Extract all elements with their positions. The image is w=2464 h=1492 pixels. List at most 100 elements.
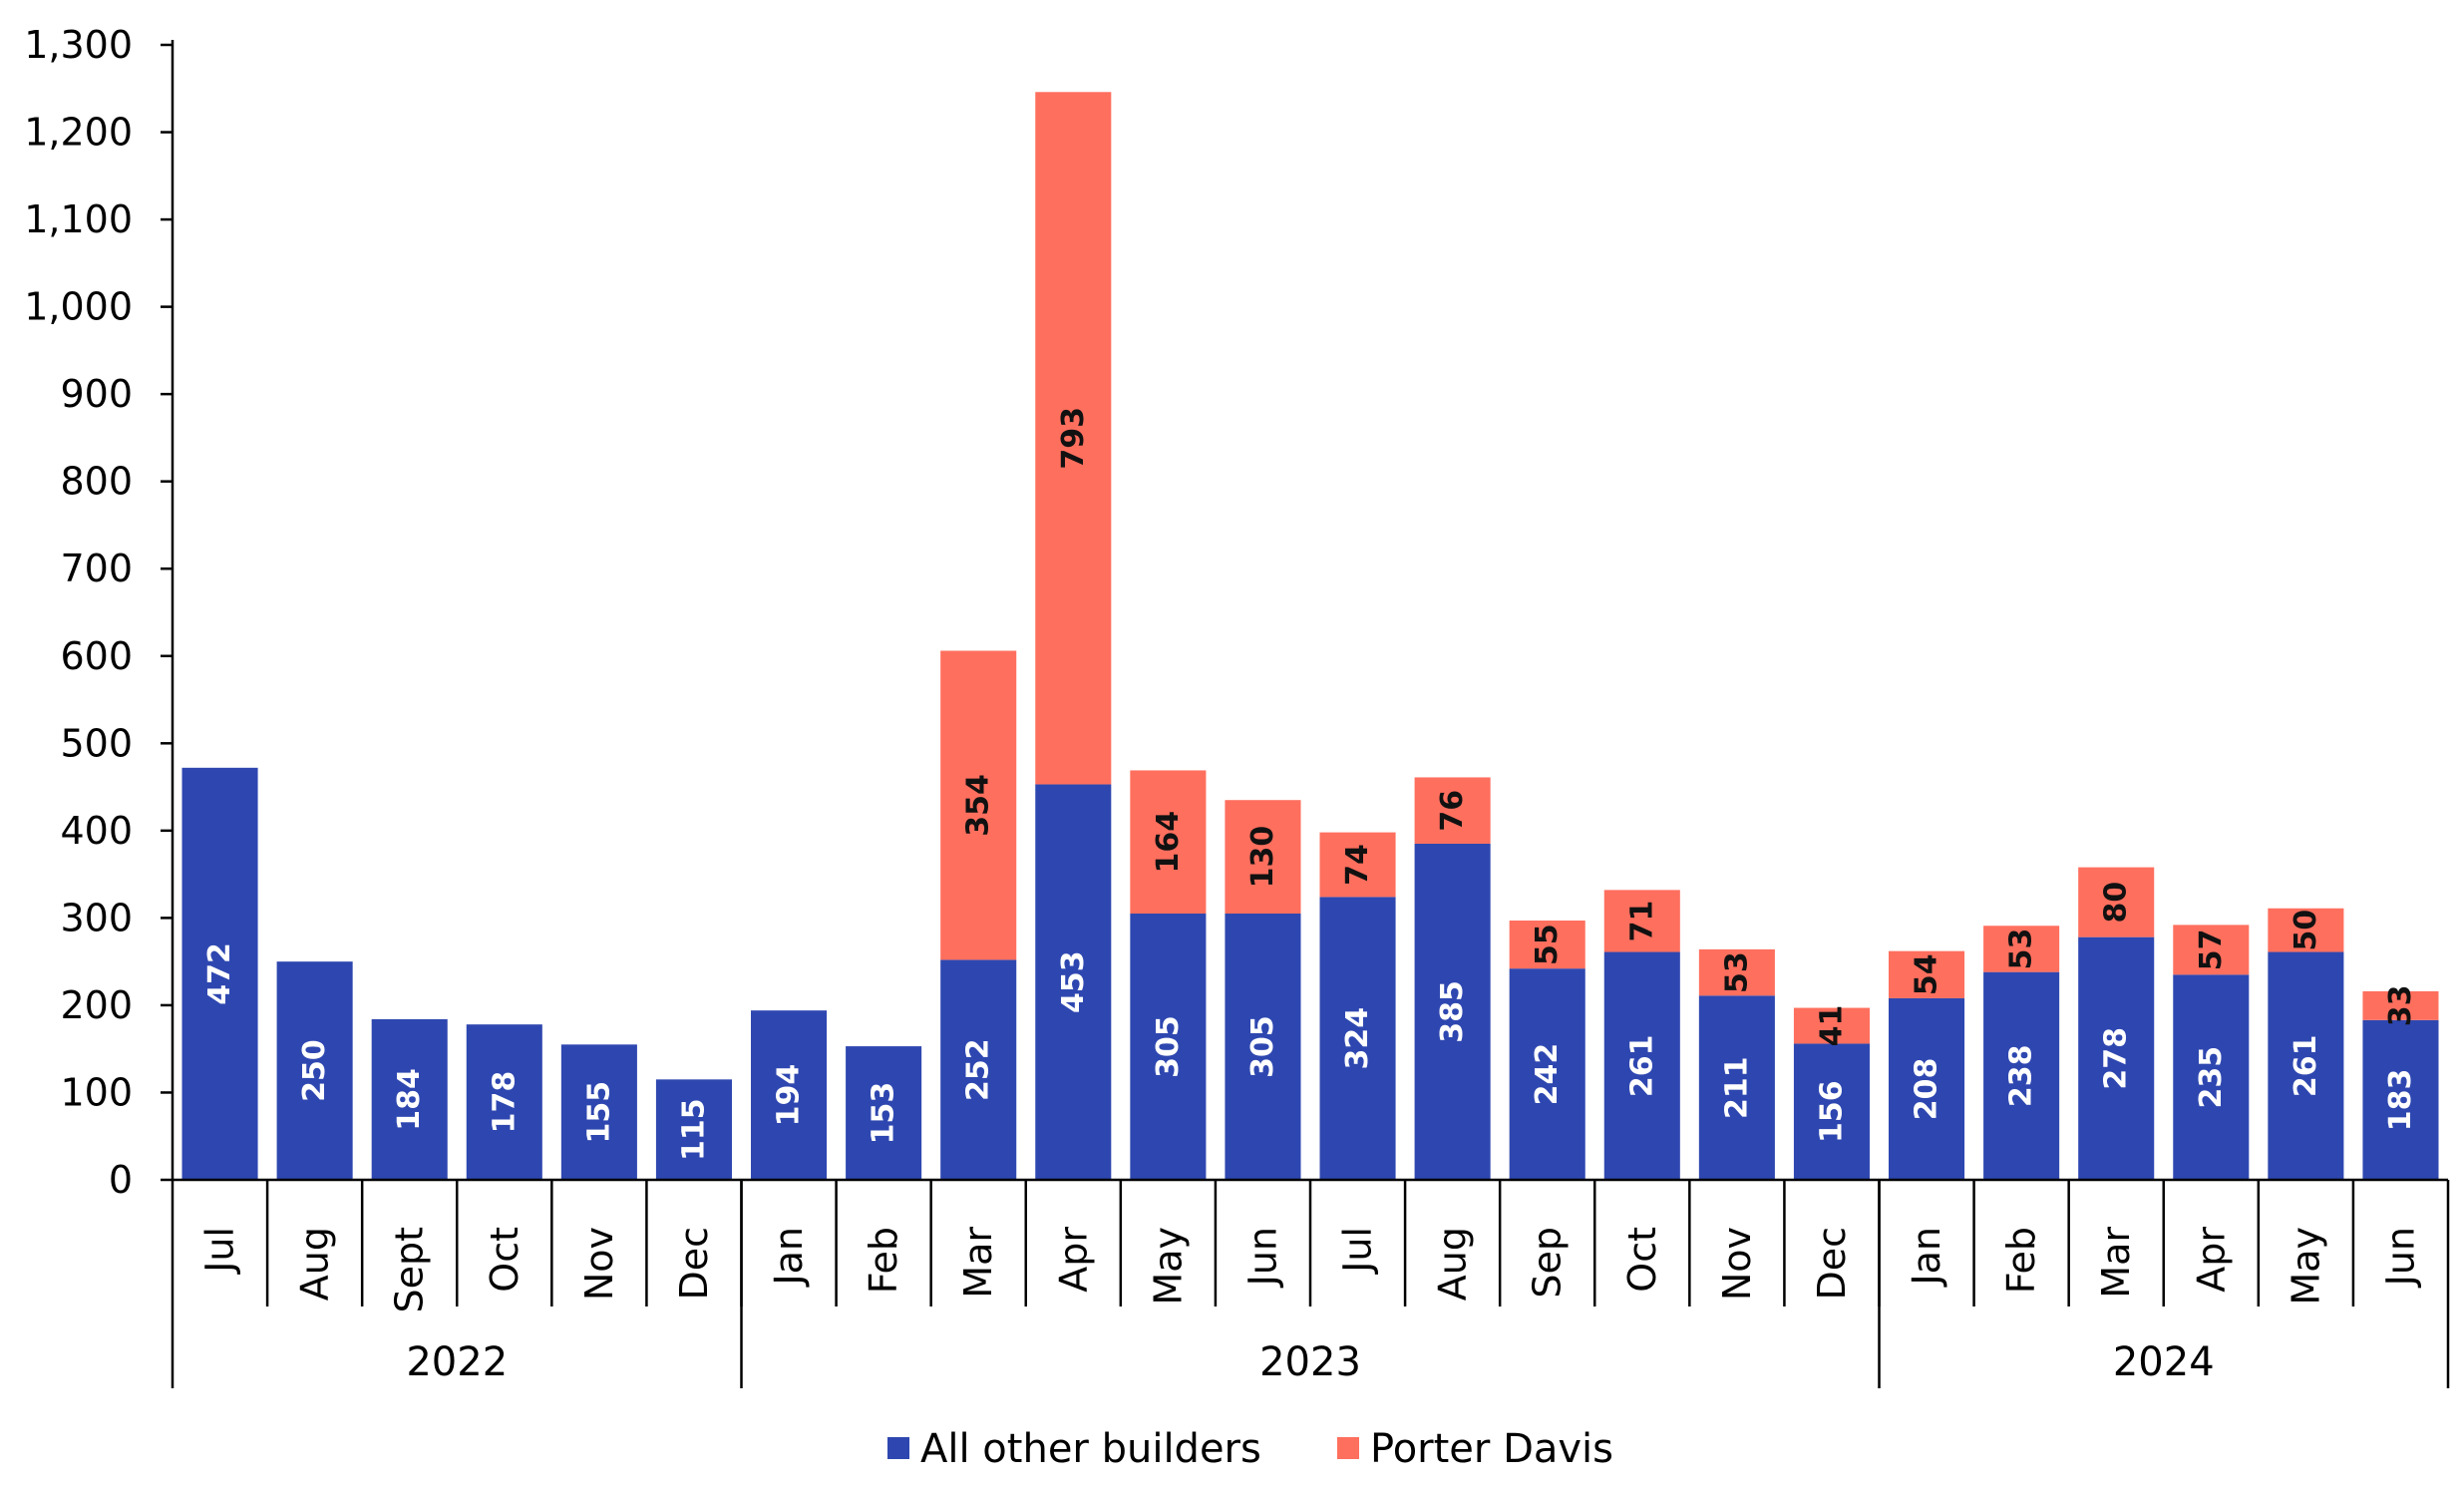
data-label-all-other-builders: 194 [772,1064,807,1127]
x-tick-label: May [1146,1227,1190,1306]
bar-all-other-builders [1509,968,1585,1180]
bar-all-other-builders [1603,951,1680,1180]
y-tick-label: 200 [60,983,133,1027]
bar-all-other-builders [846,1046,922,1180]
bar-all-other-builders [2173,974,2250,1180]
bar-all-other-builders [466,1024,542,1180]
x-tick-label: Mar [956,1227,1000,1299]
y-axis-ticks: 0 100 200 300 400 500 600 700 800 900 1,000 1,100 1,… [24,23,175,1202]
x-tick-label: Jun [1240,1227,1284,1288]
bar-all-other-builders [1889,997,1965,1180]
data-label-all-other-builders: 155 [581,1081,616,1144]
bar-porter-davis [1319,832,1396,898]
bar-porter-davis [1698,948,1775,996]
x-tick-label: Mar [2094,1227,2138,1299]
data-label-all-other-builders: 242 [1530,1043,1565,1106]
data-label-porter-davis: 76 [1435,790,1470,832]
x-tick-label: Feb [862,1227,905,1294]
data-label-porter-davis: 354 [961,774,996,837]
x-tick-label: Sept [388,1227,432,1313]
y-tick-label: 500 [60,721,133,765]
x-tick-label: Sep [1526,1227,1570,1299]
bar-all-other-builders [371,1018,448,1180]
data-label-porter-davis: 74 [1340,844,1375,886]
x-tick-label: Jun [2378,1227,2422,1288]
data-label-all-other-builders: 183 [2383,1069,2418,1132]
data-label-all-other-builders: 208 [1910,1058,1944,1121]
bar-all-other-builders [1793,1043,1870,1180]
bar-all-other-builders [276,961,353,1180]
bar-porter-davis [2173,925,2250,975]
legend-porter-davis-label: Porter Davis [1370,1426,1613,1472]
data-label-all-other-builders: 250 [297,1039,332,1102]
data-label-porter-davis: 50 [2288,910,2323,951]
y-tick-label: 1,000 [24,285,133,329]
y-tick-label: 400 [60,809,133,853]
data-label-all-other-builders: 305 [1245,1015,1280,1078]
x-tick-label: Oct [483,1227,527,1293]
data-label-porter-davis: 53 [2004,929,2039,970]
x-tick-label: Jul [198,1227,242,1275]
data-label-all-other-builders: 324 [1340,1007,1375,1070]
data-label-porter-davis: 53 [1719,951,1754,993]
x-tick-label: Dec [1810,1227,1854,1301]
legend-all-other-builders-swatch [887,1437,909,1459]
data-label-porter-davis: 57 [2194,929,2229,970]
data-label-all-other-builders: 261 [2288,1034,2323,1097]
legend-all-other-builders-label: All other builders [920,1426,1261,1472]
legend: All other builders Porter Davis [887,1426,1613,1472]
bar-all-other-builders [2362,1019,2439,1180]
bar-porter-davis [940,650,1017,960]
data-label-all-other-builders: 278 [2099,1027,2134,1090]
bar-all-other-builders [1414,843,1491,1180]
year-label: 2023 [1259,1339,1361,1385]
bar-porter-davis [1983,926,2060,972]
bar-porter-davis [1035,92,1112,785]
x-tick-label: Apr [1051,1227,1095,1293]
data-label-all-other-builders: 115 [676,1098,711,1161]
bar-porter-davis [1509,921,1585,969]
bar-all-other-builders [940,959,1017,1180]
data-label-all-other-builders: 261 [1624,1034,1659,1097]
y-tick-label: 800 [60,460,133,504]
legend-porter-davis-swatch [1337,1437,1359,1459]
data-label-all-other-builders: 453 [1056,950,1091,1013]
x-tick-label: Nov [577,1227,621,1301]
data-label-porter-davis: 54 [1910,953,1944,995]
data-label-porter-davis: 55 [1530,924,1565,965]
x-tick-label: May [2284,1227,2327,1306]
x-tick-label: Aug [1431,1227,1475,1301]
bar-all-other-builders [2078,936,2155,1180]
bar-porter-davis [1414,777,1491,844]
bar-porter-davis [1603,890,1680,952]
y-tick-label: 600 [60,634,133,678]
bar-all-other-builders [1319,897,1396,1180]
year-label: 2024 [2113,1339,2215,1385]
y-tick-label: 1,300 [24,23,133,67]
year-label: 2022 [406,1339,508,1385]
y-tick-label: 700 [60,547,133,590]
bar-all-other-builders [1035,784,1112,1180]
x-tick-label: Feb [1999,1227,2043,1294]
y-tick-label: 100 [60,1070,133,1114]
data-label-porter-davis: 164 [1151,811,1186,874]
bar-porter-davis [1793,1007,1870,1044]
bar-all-other-builders [1130,914,1207,1180]
bar-all-other-builders [560,1044,637,1180]
bar-all-other-builders [751,1010,828,1180]
y-tick-label: 1,100 [24,197,133,241]
data-label-all-other-builders: 178 [487,1071,522,1134]
data-label-all-other-builders: 385 [1435,980,1470,1043]
x-tick-label: Jan [767,1227,811,1288]
bar-all-other-builders [2268,951,2344,1180]
bar-porter-davis [2362,990,2439,1020]
x-tick-label: Aug [293,1227,337,1301]
x-tick-label: Apr [2189,1227,2233,1293]
data-label-porter-davis: 130 [1245,826,1280,889]
bar-porter-davis [2268,908,2344,952]
data-label-porter-davis: 80 [2099,882,2134,924]
bar-porter-davis [1130,770,1207,915]
x-axis: Jul Aug Sept Oct Nov Dec Jan Feb Mar Apr May Jun Jul… [171,1178,2450,1388]
x-tick-label: Oct [1620,1227,1664,1293]
data-label-all-other-builders: 305 [1151,1015,1186,1078]
